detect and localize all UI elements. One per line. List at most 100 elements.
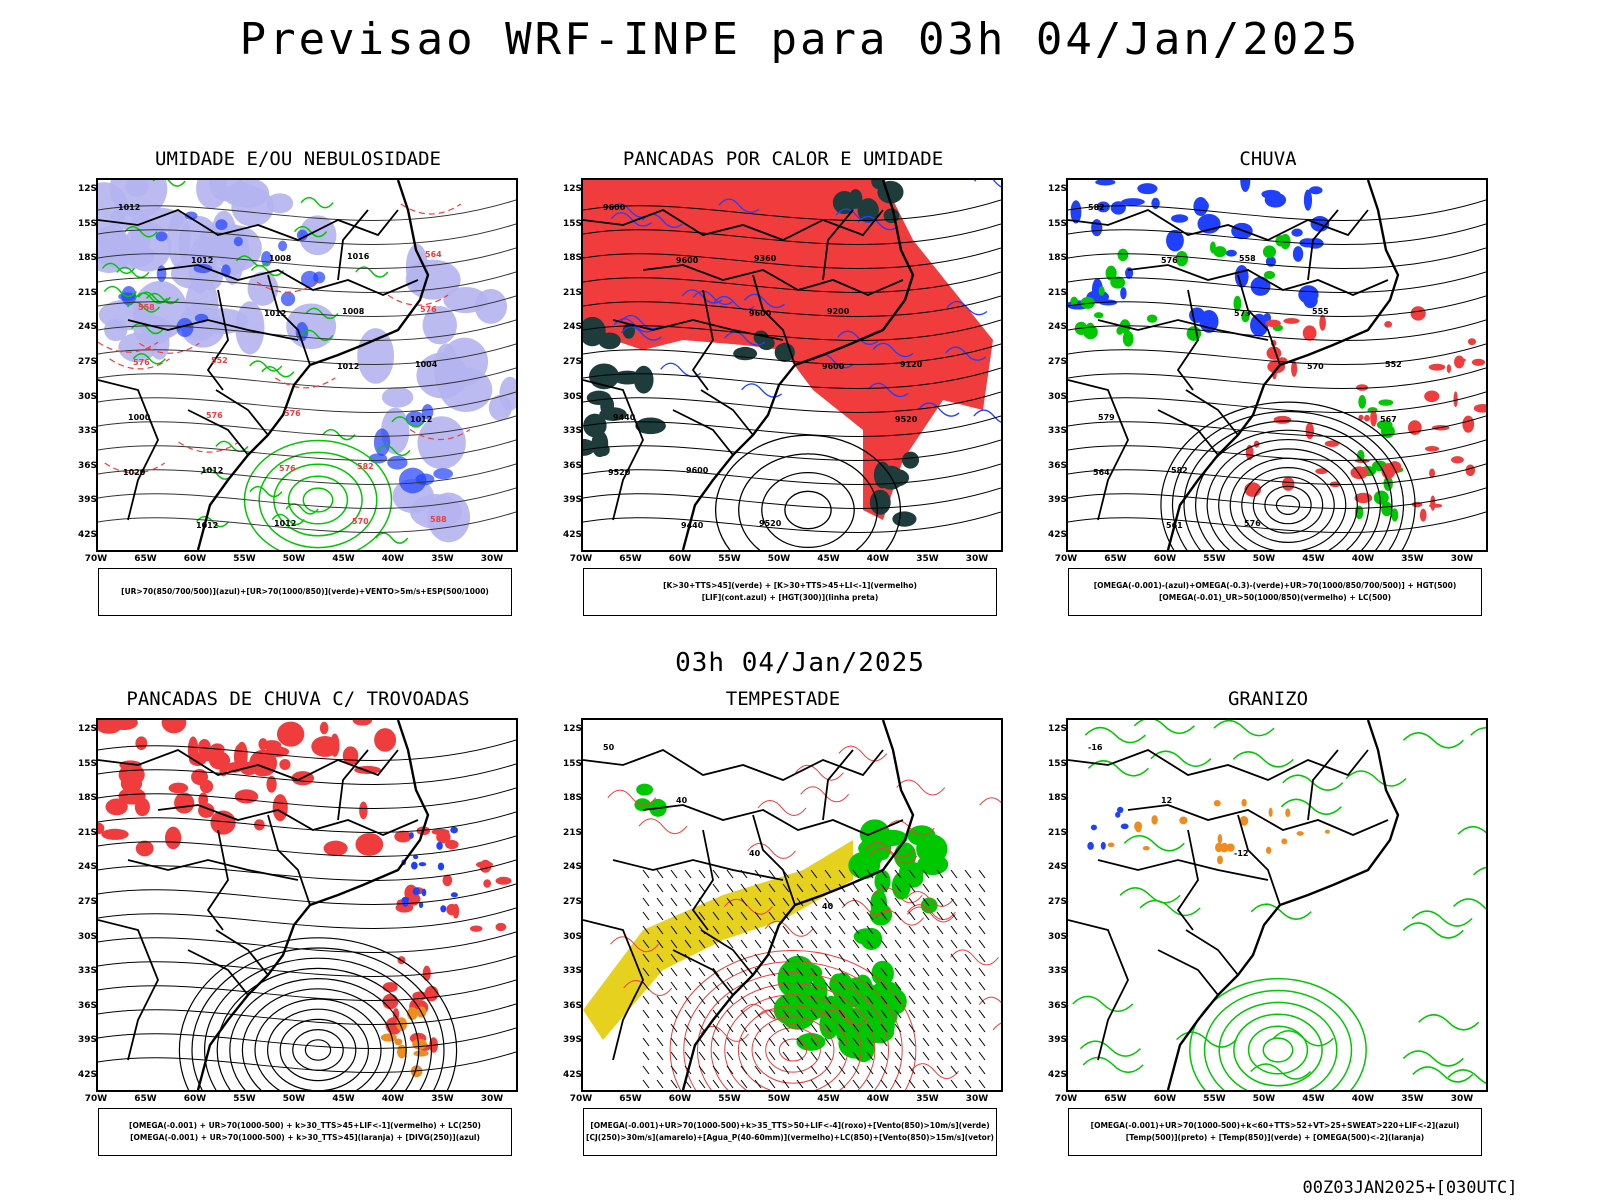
lat-tick-label: 30S xyxy=(1048,931,1068,942)
wind-vector xyxy=(936,1079,944,1089)
streamline xyxy=(98,787,516,809)
wind-vector xyxy=(964,897,972,907)
map-svg: 50 40 40 40 xyxy=(583,720,1001,1090)
shaded-area xyxy=(1070,200,1082,224)
streamline xyxy=(583,319,1001,341)
wind-vector xyxy=(796,1079,804,1089)
shaded-area xyxy=(98,822,105,835)
wind-vector xyxy=(964,939,972,949)
shaded-area xyxy=(440,905,447,913)
lat-tick-label: 33S xyxy=(78,966,98,977)
wind-vector xyxy=(838,911,846,921)
wind-vector xyxy=(796,1009,804,1019)
shaded-area xyxy=(1265,319,1281,327)
state-border xyxy=(822,749,854,821)
coastline xyxy=(1166,720,1400,1090)
streamline xyxy=(292,1029,344,1072)
map-panel-2: PANCADAS POR CALOR E UMIDADE 12S 15S 18S 21S… xyxy=(563,148,1003,628)
humidity-contour xyxy=(300,196,334,209)
wind-vector xyxy=(754,1051,762,1061)
state-border xyxy=(157,264,419,296)
wind-vector xyxy=(684,995,692,1005)
contour-label: 567 xyxy=(1380,415,1397,424)
wind-vector xyxy=(796,869,804,879)
lon-tick-label: 45W xyxy=(332,554,355,564)
wind-vector xyxy=(642,1079,650,1089)
wind-vector xyxy=(670,995,678,1005)
temp850-contour xyxy=(1084,726,1146,744)
shaded-area xyxy=(233,743,245,770)
wind-vector xyxy=(978,1037,986,1047)
wind-vector xyxy=(978,939,986,949)
wind-vector xyxy=(824,953,832,963)
wind-vector xyxy=(670,953,678,963)
state-border xyxy=(612,319,784,341)
wind-vector xyxy=(978,897,986,907)
temp850-contour xyxy=(1250,1063,1312,1080)
wind-vector xyxy=(852,1065,860,1075)
wind-vector xyxy=(894,1037,902,1047)
humidity-contour xyxy=(103,285,137,298)
state-border xyxy=(1097,859,1269,881)
contour-label: 9600 xyxy=(676,256,699,265)
shaded-area xyxy=(193,263,213,274)
wind-vector xyxy=(978,1079,986,1089)
lon-tick-label: 70W xyxy=(569,1094,593,1104)
shaded-area xyxy=(495,922,507,932)
wind-vector xyxy=(726,939,734,949)
humidity-contour xyxy=(250,264,285,277)
temp850-contour xyxy=(1345,770,1407,787)
wind-vector xyxy=(852,953,860,963)
shaded-area xyxy=(374,728,397,752)
coastline xyxy=(196,720,430,1090)
wind-vector xyxy=(726,925,734,935)
state-border xyxy=(583,919,644,1061)
wind-vector xyxy=(922,953,930,963)
shaded-area xyxy=(597,443,610,457)
wind-vector xyxy=(684,939,692,949)
wind-vector xyxy=(642,1051,650,1061)
contour-label: 555 xyxy=(1312,307,1329,316)
thickness-contour xyxy=(109,358,170,370)
state-border xyxy=(822,209,854,281)
shaded-area xyxy=(380,1033,397,1042)
wind-vector xyxy=(656,995,664,1005)
shaded-area xyxy=(773,993,806,1025)
wind-vector xyxy=(964,1079,972,1089)
temp850-contour xyxy=(1233,1013,1323,1087)
lon-tick-label: 40W xyxy=(866,1094,890,1104)
panel-legend: [OMEGA(-0.001) + UR>70(1000-500) + k>30_… xyxy=(98,1108,512,1156)
wind-vector xyxy=(684,1037,692,1047)
temp850-contour xyxy=(1473,866,1486,876)
wind-vector xyxy=(796,967,804,977)
shaded-area xyxy=(266,193,294,214)
shaded-area xyxy=(1250,313,1269,337)
wind-vector xyxy=(796,925,804,935)
precip-water-contour xyxy=(841,899,891,916)
lon-tick-label: 45W xyxy=(1302,554,1325,564)
lon-tick-label: 40W xyxy=(866,554,890,564)
shaded-area xyxy=(1193,196,1208,217)
wind-vector xyxy=(894,1009,902,1019)
shaded-area xyxy=(1429,468,1436,478)
shaded-area xyxy=(262,740,282,750)
shaded-area xyxy=(105,798,128,816)
shaded-area xyxy=(883,208,900,224)
wind-vector xyxy=(838,925,846,935)
wind-vector xyxy=(726,967,734,977)
wind-vector xyxy=(880,967,888,977)
wind-vector xyxy=(964,1023,972,1033)
shaded-area xyxy=(223,182,260,207)
map-svg: 9600 9600 9600 9600 9520 9520 9440 9360 9200 9120… xyxy=(583,180,1001,550)
streamline xyxy=(1068,271,1486,293)
wind-vector xyxy=(768,1037,776,1047)
shaded-area xyxy=(422,965,431,982)
lat-tick-label: 12S xyxy=(78,724,98,734)
wind-vector xyxy=(782,1065,790,1075)
wind-vector xyxy=(810,883,818,893)
humidity-contour xyxy=(258,451,378,549)
wind-vector xyxy=(726,883,734,893)
wind-vector xyxy=(838,953,846,963)
wind-vector xyxy=(684,1023,692,1033)
shaded-area xyxy=(1171,214,1189,223)
